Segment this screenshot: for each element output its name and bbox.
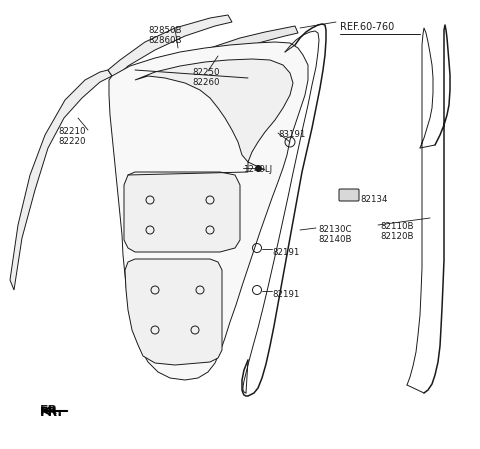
Text: 82120B: 82120B bbox=[380, 232, 413, 241]
Polygon shape bbox=[195, 26, 298, 68]
Text: 82210: 82210 bbox=[58, 127, 85, 136]
Polygon shape bbox=[109, 42, 308, 380]
Text: 82110B: 82110B bbox=[380, 222, 413, 231]
Text: 82140B: 82140B bbox=[318, 235, 351, 244]
Polygon shape bbox=[135, 59, 293, 162]
FancyBboxPatch shape bbox=[339, 189, 359, 201]
Text: REF.60-760: REF.60-760 bbox=[340, 22, 394, 32]
Text: 82220: 82220 bbox=[58, 137, 85, 146]
Text: 82191: 82191 bbox=[272, 248, 300, 257]
Text: FR.: FR. bbox=[40, 404, 63, 417]
Polygon shape bbox=[125, 259, 222, 365]
Text: 82260: 82260 bbox=[192, 78, 219, 87]
Text: 83191: 83191 bbox=[278, 130, 305, 139]
Text: 82250: 82250 bbox=[192, 68, 219, 77]
Polygon shape bbox=[10, 70, 112, 290]
Text: FR.: FR. bbox=[40, 406, 63, 419]
Text: 82134: 82134 bbox=[360, 195, 387, 204]
Text: 82130C: 82130C bbox=[318, 225, 351, 234]
Text: 82191: 82191 bbox=[272, 290, 300, 299]
Polygon shape bbox=[108, 15, 232, 78]
Text: 82850B: 82850B bbox=[148, 26, 181, 35]
Text: 1249LJ: 1249LJ bbox=[243, 165, 272, 174]
Text: 82860B: 82860B bbox=[148, 36, 181, 45]
Polygon shape bbox=[124, 172, 240, 252]
